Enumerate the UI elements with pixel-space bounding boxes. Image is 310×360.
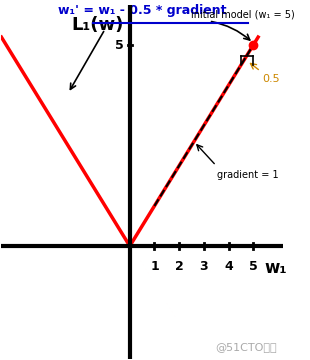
Text: 5: 5 — [249, 260, 258, 273]
Text: gradient = 1: gradient = 1 — [217, 170, 279, 180]
Text: @51CTO博客: @51CTO博客 — [215, 342, 277, 351]
Text: initial model (w₁ = 5): initial model (w₁ = 5) — [192, 9, 295, 19]
Text: 3: 3 — [200, 260, 208, 273]
Text: w₁: w₁ — [264, 259, 287, 277]
Text: L₁(w): L₁(w) — [72, 16, 124, 34]
Text: 0.5: 0.5 — [262, 74, 280, 84]
Text: 1: 1 — [150, 260, 159, 273]
Text: 5: 5 — [115, 39, 124, 51]
Text: 2: 2 — [175, 260, 184, 273]
Text: 4: 4 — [224, 260, 233, 273]
Text: w₁' = w₁ - 0.5 * gradient: w₁' = w₁ - 0.5 * gradient — [58, 4, 226, 17]
